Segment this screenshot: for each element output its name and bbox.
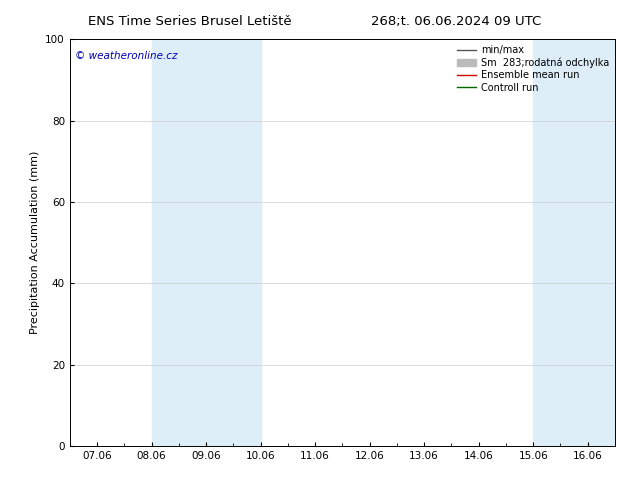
Text: ENS Time Series Brusel Letiště: ENS Time Series Brusel Letiště xyxy=(88,15,292,28)
Legend: min/max, Sm  283;rodatná odchylka, Ensemble mean run, Controll run: min/max, Sm 283;rodatná odchylka, Ensemb… xyxy=(453,41,613,97)
Text: © weatheronline.cz: © weatheronline.cz xyxy=(75,51,178,61)
Bar xyxy=(533,39,615,446)
Bar xyxy=(152,39,261,446)
Y-axis label: Precipitation Accumulation (mm): Precipitation Accumulation (mm) xyxy=(30,151,40,334)
Text: 268;t. 06.06.2024 09 UTC: 268;t. 06.06.2024 09 UTC xyxy=(372,15,541,28)
